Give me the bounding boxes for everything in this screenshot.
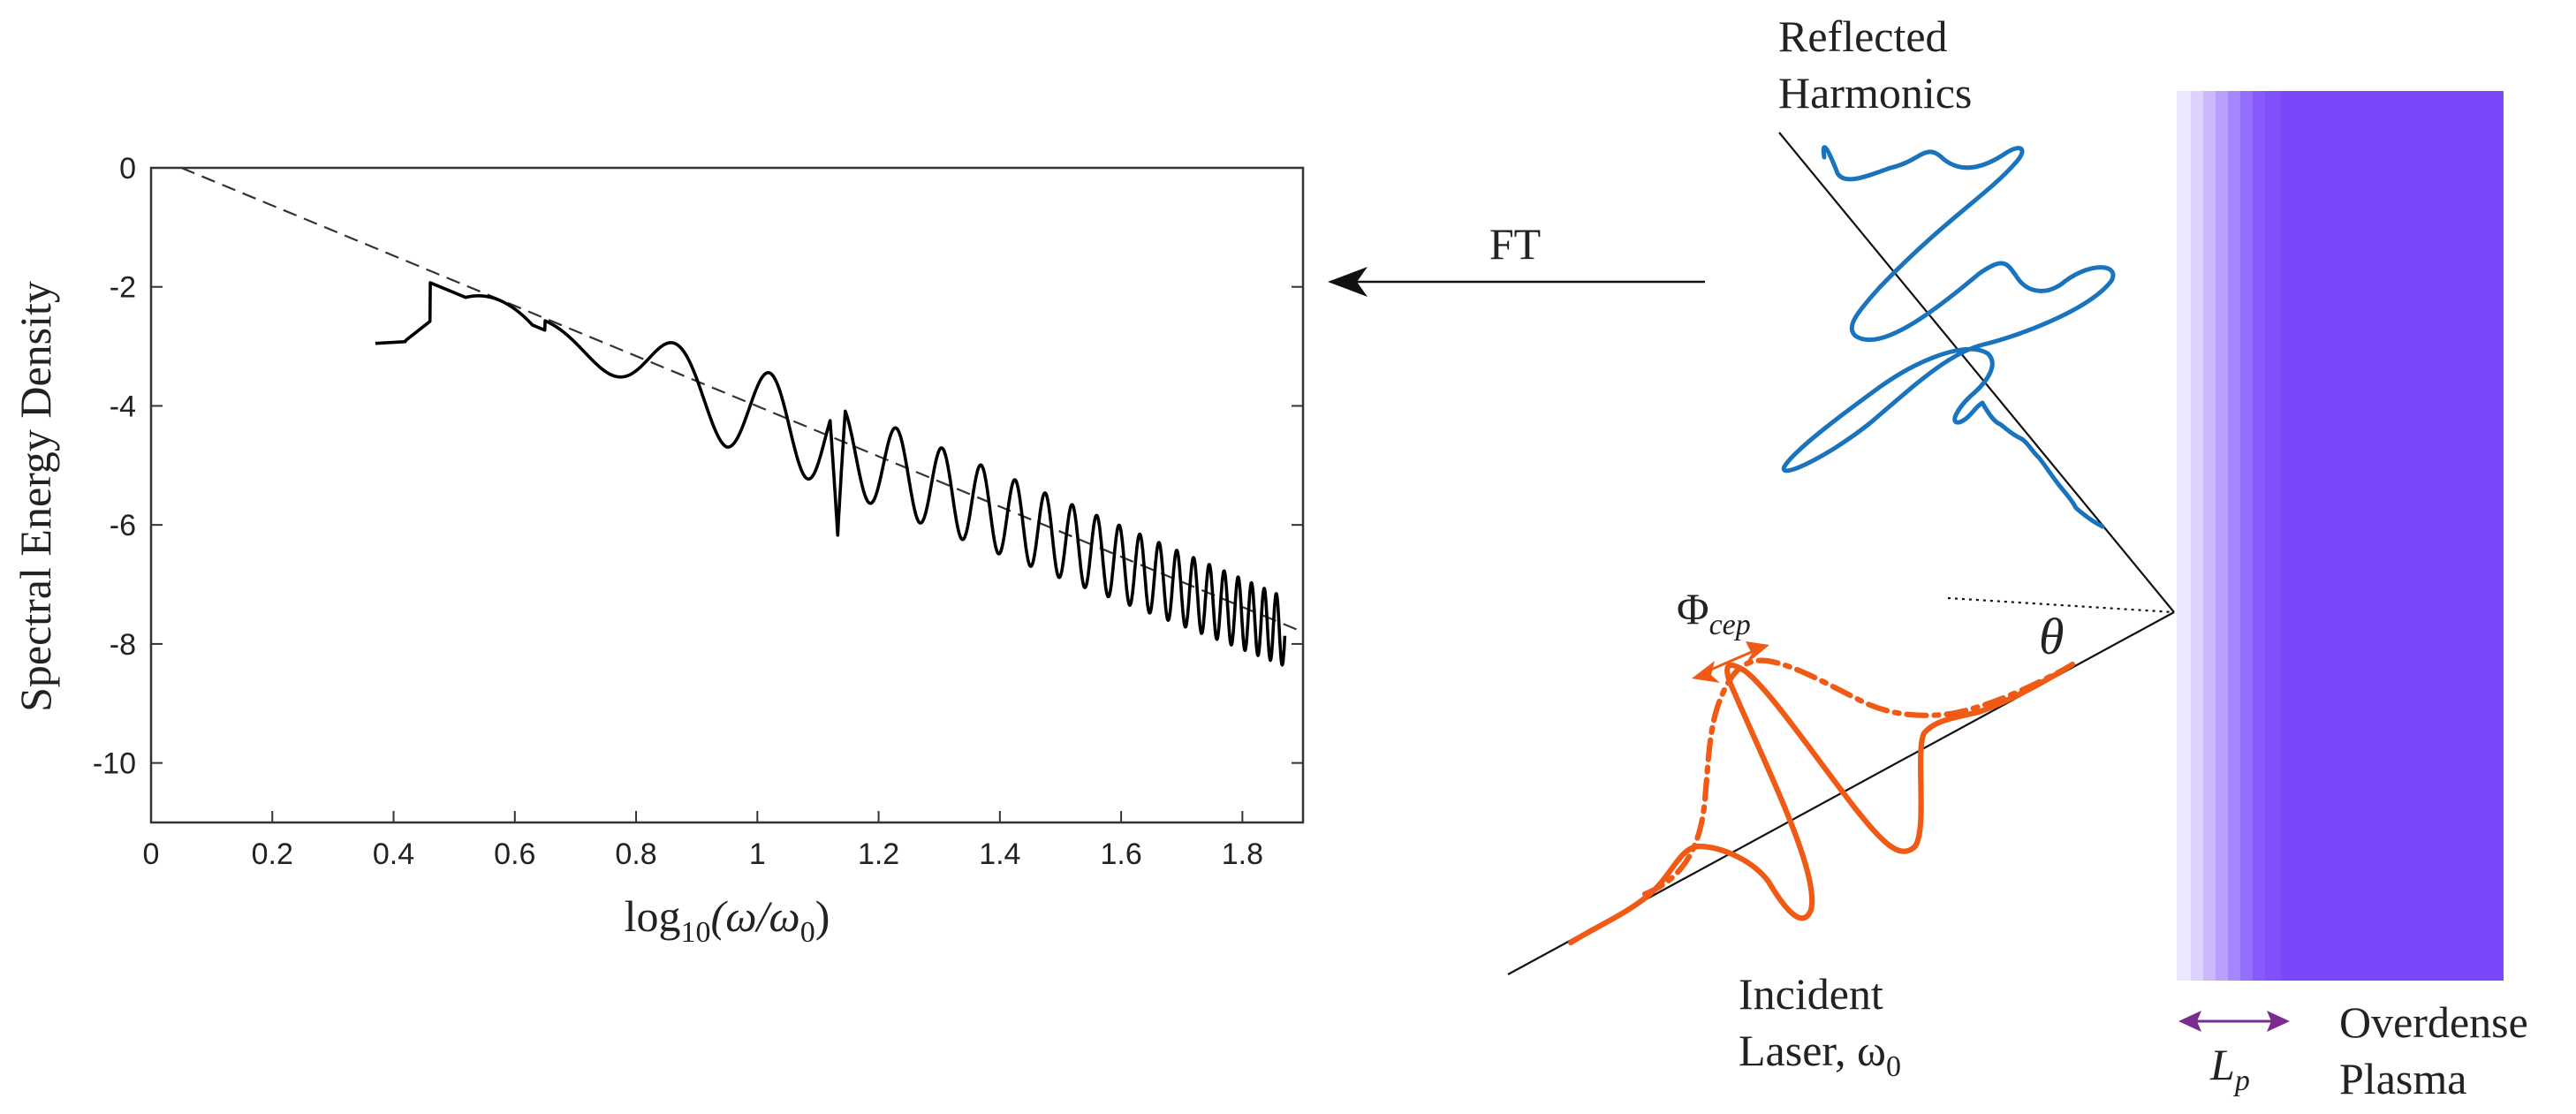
x-tick-label: 1.8 <box>1222 837 1263 871</box>
x-tick-label: 0.8 <box>615 837 656 871</box>
spectrum-chart: 0 0.2 0.4 0.6 0.8 1 1.2 1.4 1.6 1.8 0-2-4-6-8-10 … <box>11 152 1305 949</box>
lp-arrowhead-right-icon <box>2267 1011 2290 1032</box>
reflected-harmonics-wave <box>1781 145 2116 529</box>
y-tick-label: -2 <box>110 271 136 305</box>
incident-laser-label-line2: Laser, ω0 <box>1739 1026 1901 1083</box>
spectrum-series-line <box>374 281 1287 667</box>
x-ticks: 0 0.2 0.4 0.6 0.8 1 1.2 1.4 1.6 1.8 <box>143 811 1263 871</box>
x-tick-label: 0.6 <box>494 837 535 871</box>
reflected-harmonics-label: Reflected <box>1778 11 1948 61</box>
incident-laser-envelope <box>1641 657 2071 898</box>
phi-cep-arrowhead-left-icon <box>1692 661 1720 683</box>
lp-arrowhead-left-icon <box>2178 1011 2201 1032</box>
x-tick-label: 1.4 <box>979 837 1020 871</box>
x-tick-label: 1 <box>749 837 766 871</box>
plasma-slab <box>2177 91 2504 981</box>
y-tick-label: -4 <box>110 390 136 423</box>
normal-dotted-line <box>1947 596 2175 614</box>
x-tick-label: 1.2 <box>858 837 899 871</box>
phi-cep-arrow-line <box>1706 649 1754 673</box>
y-tick-label: 0 <box>119 152 136 186</box>
x-tick-label: 0.2 <box>252 837 293 871</box>
y-tick-label: -6 <box>110 509 136 542</box>
ft-label: FT <box>1489 219 1541 269</box>
ft-arrowhead-icon <box>1328 267 1368 297</box>
reflection-axis-line <box>1778 132 2175 613</box>
overdense-plasma-label-line2: Plasma <box>2339 1054 2466 1103</box>
incident-laser-label: Incident <box>1739 969 1883 1019</box>
y-axis-label: Spectral Energy Density <box>11 281 60 712</box>
x-axis-label: log10(ω/ω0) <box>625 891 830 949</box>
lp-label: Lp <box>2209 1040 2250 1097</box>
y-ticks: 0 -2 -4 -6 -8 -10 <box>93 152 1303 781</box>
x-tick-label: 1.6 <box>1100 837 1141 871</box>
reflected-harmonics-label-line2: Harmonics <box>1778 68 1972 117</box>
phi-cep-label: Φcep <box>1677 584 1751 641</box>
y-tick-label: -10 <box>93 747 136 781</box>
plot-area-frame <box>149 166 1305 824</box>
theta-label: θ <box>2039 608 2065 665</box>
x-tick-label: 0.4 <box>373 837 414 871</box>
y-tick-label: -8 <box>110 628 136 662</box>
phi-cep-arrowhead-right-icon <box>1744 641 1769 666</box>
x-tick-label: 0 <box>143 837 160 871</box>
hhg-diagram: FT Reflected Harm <box>1328 11 2528 1103</box>
incident-laser-wave <box>1567 661 2076 946</box>
power-law-fit-line <box>180 166 1304 633</box>
overdense-plasma-label: Overdense <box>2339 997 2528 1047</box>
